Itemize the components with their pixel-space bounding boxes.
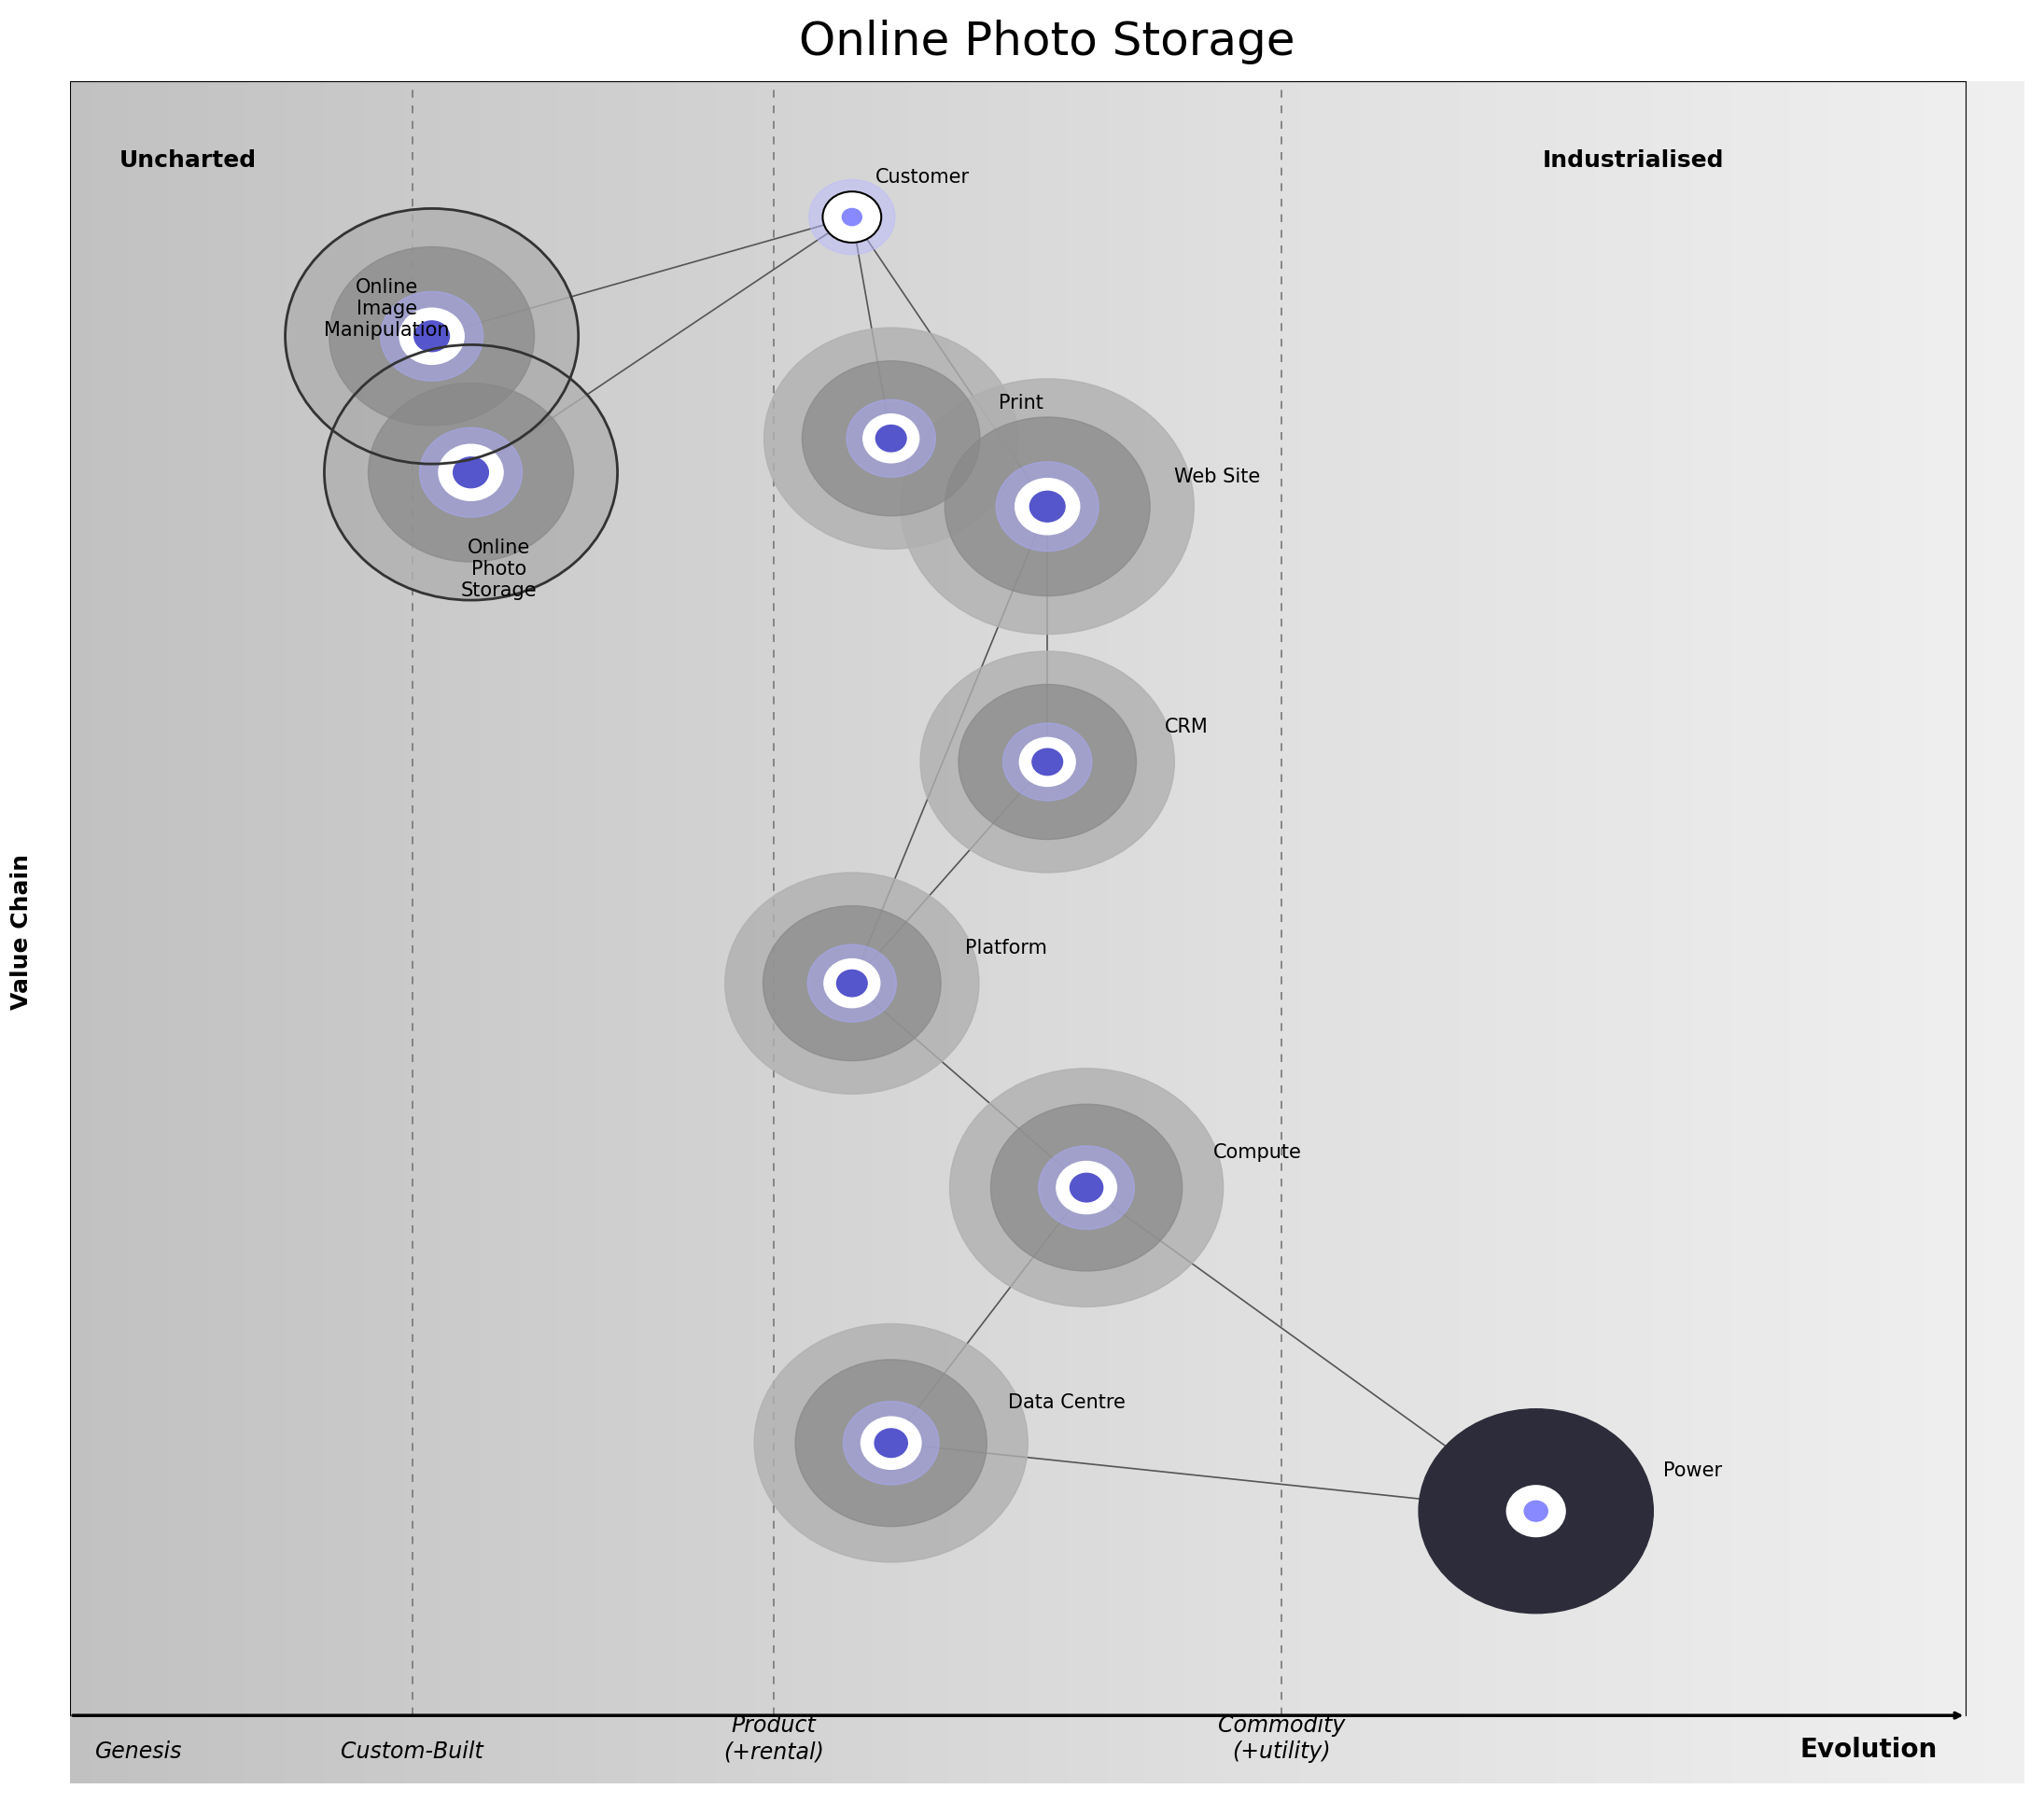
Circle shape: [1038, 1147, 1134, 1230]
Text: Compute: Compute: [1214, 1143, 1302, 1163]
Circle shape: [1419, 1408, 1654, 1614]
Text: Online
Photo
Storage: Online Photo Storage: [462, 537, 538, 600]
Circle shape: [842, 209, 863, 225]
Text: Evolution: Evolution: [1799, 1736, 1938, 1763]
Circle shape: [1506, 1486, 1566, 1536]
Circle shape: [807, 945, 897, 1022]
Circle shape: [844, 1401, 938, 1484]
Circle shape: [368, 382, 574, 563]
Text: Custom-Built: Custom-Built: [341, 1740, 484, 1763]
Circle shape: [801, 361, 979, 516]
Circle shape: [1016, 478, 1079, 535]
Circle shape: [329, 247, 533, 426]
Circle shape: [1071, 1174, 1104, 1203]
Circle shape: [824, 959, 879, 1008]
Text: Web Site: Web Site: [1175, 467, 1261, 487]
Circle shape: [439, 444, 503, 501]
Circle shape: [1020, 737, 1075, 786]
Circle shape: [861, 1417, 922, 1469]
Circle shape: [822, 191, 881, 243]
Circle shape: [944, 416, 1151, 597]
Circle shape: [286, 209, 578, 463]
Text: Platform: Platform: [965, 939, 1047, 957]
Circle shape: [809, 180, 895, 254]
Text: Commodity
(+utility): Commodity (+utility): [1218, 1715, 1345, 1763]
Circle shape: [754, 1323, 1028, 1561]
Circle shape: [380, 292, 482, 380]
Circle shape: [920, 651, 1175, 873]
Circle shape: [419, 427, 521, 517]
Text: Print: Print: [1000, 395, 1042, 413]
Circle shape: [726, 873, 979, 1094]
Circle shape: [836, 970, 867, 997]
Circle shape: [1032, 748, 1063, 775]
Circle shape: [325, 344, 617, 600]
Text: Genesis: Genesis: [96, 1740, 182, 1763]
Circle shape: [764, 328, 1018, 550]
Circle shape: [399, 308, 464, 364]
Circle shape: [863, 415, 920, 463]
Circle shape: [991, 1103, 1181, 1271]
Text: Value Chain: Value Chain: [10, 855, 33, 1010]
Text: Online
Image
Manipulation: Online Image Manipulation: [325, 278, 450, 339]
Circle shape: [415, 321, 450, 352]
Text: Product
(+rental): Product (+rental): [724, 1715, 824, 1763]
Circle shape: [1004, 723, 1091, 801]
Circle shape: [950, 1069, 1222, 1307]
Circle shape: [995, 462, 1100, 552]
Text: Industrialised: Industrialised: [1543, 150, 1725, 171]
Text: CRM: CRM: [1165, 718, 1208, 736]
Circle shape: [901, 379, 1194, 635]
Circle shape: [846, 400, 936, 478]
Text: Data Centre: Data Centre: [1008, 1394, 1126, 1412]
Circle shape: [795, 1359, 987, 1527]
Circle shape: [454, 458, 489, 489]
Text: Customer: Customer: [875, 168, 969, 186]
Text: Power: Power: [1664, 1462, 1721, 1480]
Circle shape: [1057, 1161, 1116, 1213]
Text: Uncharted: Uncharted: [119, 150, 256, 171]
Circle shape: [762, 905, 940, 1060]
Circle shape: [1030, 490, 1065, 521]
Circle shape: [875, 1428, 908, 1457]
Circle shape: [875, 426, 905, 453]
Title: Online Photo Storage: Online Photo Storage: [799, 20, 1296, 65]
Circle shape: [1525, 1500, 1547, 1522]
Circle shape: [959, 685, 1136, 840]
